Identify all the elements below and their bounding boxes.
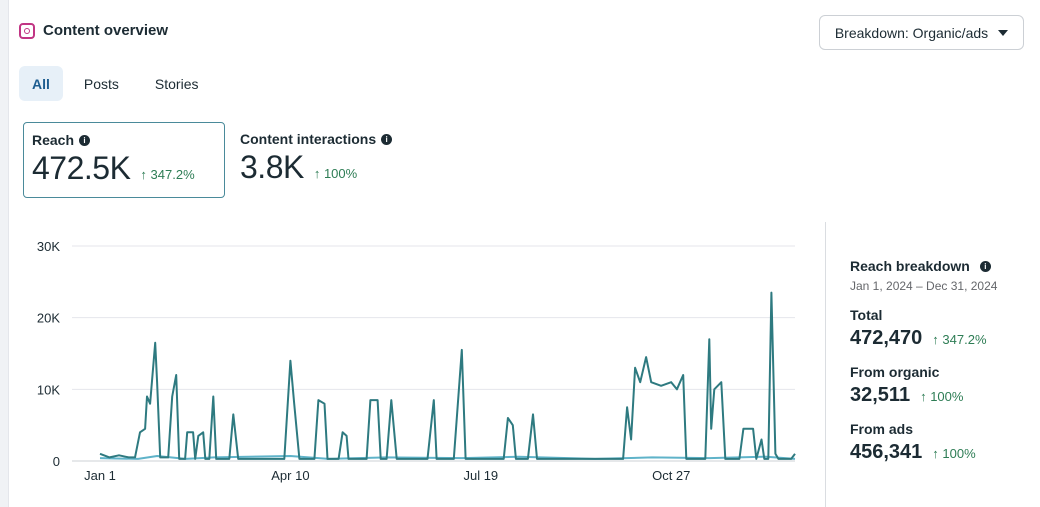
- info-icon[interactable]: i: [381, 133, 393, 145]
- tab-all[interactable]: All: [19, 66, 63, 101]
- breakdown-label: Total: [850, 307, 883, 323]
- info-icon[interactable]: i: [979, 260, 991, 272]
- breakdown-dropdown[interactable]: Breakdown: Organic/ads: [819, 15, 1024, 50]
- breakdown-change: ↑ 100%: [920, 389, 964, 404]
- metric-label: Reach: [32, 132, 75, 148]
- y-tick-label: 20K: [37, 311, 60, 326]
- x-tick-label: Apr 10: [271, 468, 309, 483]
- left-panel-edge: [0, 0, 9, 507]
- metric-value: 3.8K: [240, 149, 304, 185]
- metric-label: Content interactions: [240, 131, 377, 147]
- metric-card-content-interactions[interactable]: Content interactions i 3.8K ↑ 100%: [232, 122, 452, 198]
- breakdown-value: 456,341: [850, 441, 923, 463]
- metric-change: ↑ 347.2%: [140, 167, 195, 182]
- breakdown-date-range: Jan 1, 2024 – Dec 31, 2024: [850, 279, 998, 293]
- breakdown-value: 472,470: [850, 327, 923, 349]
- caret-down-icon: [998, 29, 1009, 36]
- metric-card-reach[interactable]: Reach i 472.5K ↑ 347.2%: [23, 122, 225, 198]
- breakdown-change: ↑ 347.2%: [932, 332, 987, 347]
- content-tabs: All Posts Stories: [19, 66, 221, 101]
- y-tick-label: 0: [53, 454, 60, 469]
- breakdown-change: ↑ 100%: [932, 446, 976, 461]
- breakdown-label: From ads: [850, 421, 914, 437]
- x-tick-label: Oct 27: [652, 468, 690, 483]
- breakdown-title: Reach breakdown: [850, 258, 970, 274]
- series-line-ads: [99, 291, 796, 460]
- tab-posts[interactable]: Posts: [83, 75, 119, 92]
- x-tick-label: Jul 19: [463, 468, 498, 483]
- section-header: Content overview: [19, 22, 168, 39]
- breakdown-value: 32,511: [850, 384, 911, 406]
- instagram-icon: [19, 22, 35, 39]
- breakdown-label: Breakdown: Organic/ads: [834, 24, 989, 41]
- y-tick-label: 30K: [37, 239, 60, 254]
- x-tick-label: Jan 1: [84, 468, 116, 483]
- reach-line-chart: 0 10K 20K 30K Jan 1 Apr 10 Jul 19 Oct 27: [37, 239, 796, 483]
- reach-breakdown-panel: Reach breakdown i Jan 1, 2024 – Dec 31, 2…: [850, 258, 997, 464]
- breakdown-label: From organic: [850, 364, 940, 380]
- info-icon[interactable]: i: [79, 134, 91, 146]
- y-tick-label: 10K: [37, 382, 60, 397]
- metric-change: ↑ 100%: [313, 166, 358, 181]
- section-title: Content overview: [43, 22, 169, 39]
- metric-value: 472.5K: [32, 150, 131, 186]
- tab-stories[interactable]: Stories: [154, 75, 199, 92]
- divider: [825, 222, 826, 507]
